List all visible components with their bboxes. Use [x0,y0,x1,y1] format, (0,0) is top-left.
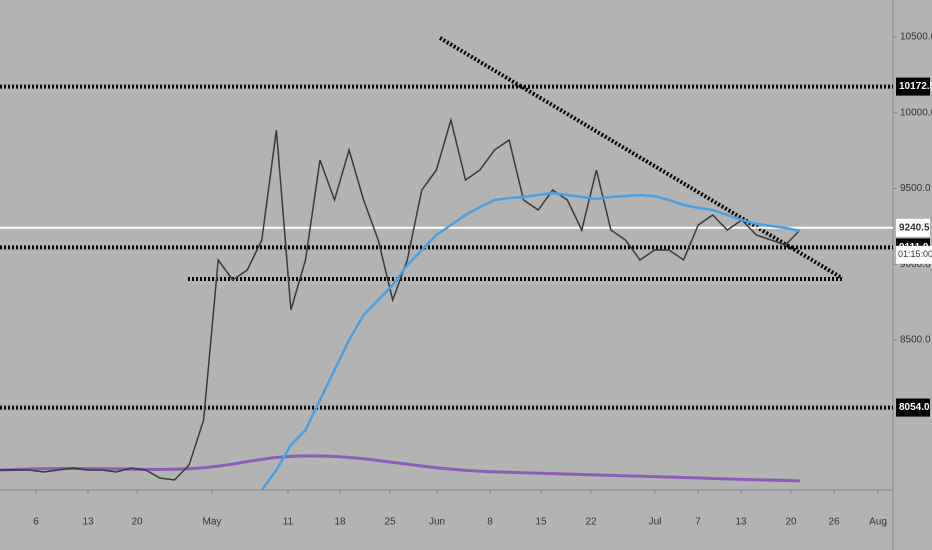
series-line [0,117,801,481]
x-tick-label: Aug [869,517,887,528]
x-tick-label: 13 [82,517,94,528]
y-tick-label: 9000.0 [900,259,931,270]
level-tag [896,77,930,96]
x-tick-label: 18 [334,517,346,528]
x-tick-label: 11 [283,517,294,528]
x-tick-label: Jul [649,517,662,528]
countdown-tag [896,245,932,264]
x-tick-label: 22 [585,517,597,528]
last-price-label: 9240.5 [899,222,930,233]
level-tag [896,398,930,417]
y-tick-label: 10000.0 [900,107,932,118]
last-price-tag [896,218,930,237]
x-tick-label: 25 [384,517,396,528]
level-label: 10172.5 [899,81,932,92]
level-label: 8054.0 [899,402,930,413]
x-tick-label: May [203,517,222,528]
series-line [260,191,801,491]
x-tick-label: Jun [429,517,445,528]
x-tick-label: 6 [33,517,39,528]
x-tick-label: 7 [695,517,701,528]
y-tick-label: 10500.0 [900,32,932,43]
y-tick-label: 8500.0 [900,335,931,346]
y-tick-label: 9500.0 [900,183,931,194]
x-tick-label: 26 [828,517,840,528]
volume-average [0,454,801,483]
x-tick-label: 15 [535,517,547,528]
x-tick-label: 13 [735,517,747,528]
x-tick-label: 20 [131,517,143,528]
x-tick-label: 8 [487,517,493,528]
countdown: 01:15:00 [898,249,932,259]
x-tick-label: 20 [785,517,797,528]
